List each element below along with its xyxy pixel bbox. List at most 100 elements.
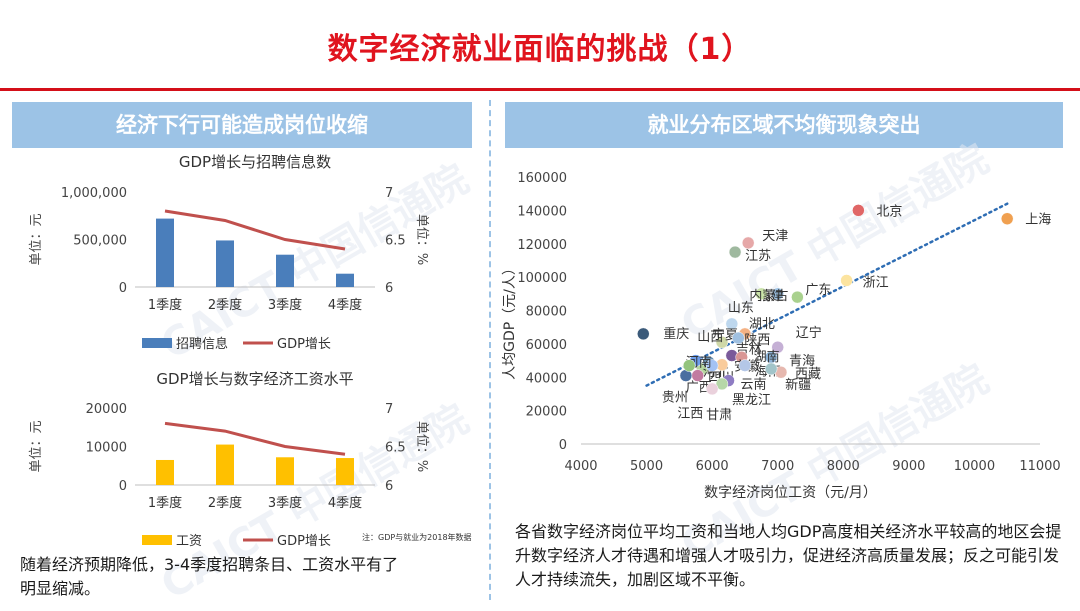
y-tick-label: 0 bbox=[119, 281, 127, 296]
x-tick-label: 10000 bbox=[954, 459, 995, 474]
bar bbox=[336, 273, 354, 287]
bar bbox=[216, 444, 234, 485]
x-tick-label: 5000 bbox=[630, 459, 663, 474]
x-tick-label: 4季度 bbox=[328, 495, 362, 511]
scatter-point bbox=[791, 290, 804, 304]
point-label: 广东 bbox=[805, 283, 831, 298]
legend-label: 招聘信息 bbox=[176, 336, 228, 352]
y-tick-label: 140000 bbox=[517, 204, 567, 219]
bar bbox=[336, 458, 354, 485]
bar bbox=[276, 457, 294, 485]
point-label: 西藏 bbox=[795, 367, 821, 382]
y-tick-label: 60000 bbox=[526, 338, 567, 353]
x-tick-label: 8000 bbox=[827, 459, 860, 474]
point-label: 青海 bbox=[789, 354, 815, 369]
x-axis-label: 数字经济岗位工资（元/月） bbox=[704, 485, 877, 501]
y-axis-label: 人均GDP（元/人） bbox=[502, 261, 518, 380]
chart-gdp-vs-recruitment: GDP增长与招聘信息数 0 500,000 1,000,000 6 6.5 7 单位：元 单位：… bbox=[29, 153, 429, 352]
scatter-point bbox=[732, 331, 745, 345]
chart-wage-vs-gdp-scatter: 0 20000 40000 60000 80000 100000 120000 140000 1… bbox=[502, 171, 1061, 501]
panel-divider bbox=[489, 100, 491, 600]
x-tick-label: 11000 bbox=[1019, 459, 1060, 474]
y2-tick-label: 6 bbox=[385, 479, 393, 494]
x-tick-label: 3季度 bbox=[268, 297, 302, 313]
y2-axis-label: 单位：% bbox=[414, 214, 429, 265]
legend-label: GDP增长 bbox=[277, 337, 331, 352]
x-tick-label: 9000 bbox=[892, 459, 925, 474]
scatter-point bbox=[840, 274, 853, 287]
y-tick-label: 80000 bbox=[526, 305, 567, 320]
y-tick-label: 500,000 bbox=[73, 234, 127, 249]
scatter-point bbox=[715, 377, 729, 391]
x-tick-label: 6000 bbox=[696, 459, 729, 474]
bar bbox=[276, 254, 294, 287]
scatter-point bbox=[705, 359, 719, 372]
point-label: 湖北 bbox=[749, 317, 775, 332]
left-banner: 经济下行可能造成岗位收缩 bbox=[12, 102, 472, 148]
scatter-point bbox=[725, 317, 739, 331]
x-tick-label: 1季度 bbox=[148, 297, 182, 313]
point-label: 北京 bbox=[876, 204, 902, 219]
point-label: 内蒙古 bbox=[749, 288, 788, 304]
left-caption: 随着经济预期降低，3-4季度招聘条目、工资水平有了明显缩减。 bbox=[20, 555, 399, 598]
scatter-point bbox=[738, 359, 752, 372]
chart-title: GDP增长与招聘信息数 bbox=[179, 153, 331, 171]
point-label: 山西 bbox=[697, 330, 723, 345]
point-label: 重庆 bbox=[663, 326, 689, 342]
point-label: 湖南 bbox=[754, 349, 780, 365]
point-label: 甘肃 bbox=[706, 408, 732, 423]
scatter-point bbox=[715, 335, 729, 349]
x-tick-label: 1季度 bbox=[148, 495, 182, 511]
x-tick-label: 4000 bbox=[564, 459, 597, 474]
scatter-point bbox=[637, 327, 650, 341]
scatter-point bbox=[755, 287, 768, 301]
x-tick-label: 2季度 bbox=[208, 495, 242, 511]
y-axis-label: 单位：元 bbox=[29, 213, 44, 265]
trend-line bbox=[645, 202, 1009, 387]
y-tick-label: 160000 bbox=[517, 171, 567, 186]
x-tick-label: 2季度 bbox=[208, 297, 242, 313]
point-label: 广西 bbox=[686, 381, 712, 396]
scatter-point bbox=[852, 204, 865, 217]
y-tick-label: 10000 bbox=[86, 441, 127, 456]
right-banner: 就业分布区域不均衡现象突出 bbox=[505, 102, 1063, 148]
point-label: 陕西 bbox=[744, 333, 770, 348]
y2-tick-label: 6.5 bbox=[385, 441, 406, 456]
point-label: 辽宁 bbox=[796, 325, 822, 341]
footnote: 注：GDP与就业为2018年数据 bbox=[362, 532, 472, 542]
bar bbox=[156, 459, 174, 485]
chart-gdp-vs-wage: GDP增长与数字经济工资水平 0 10000 20000 6 6.5 7 单位：元 单位：% 1季… bbox=[29, 370, 472, 549]
point-label: 新疆 bbox=[785, 377, 811, 393]
scatter-point bbox=[705, 382, 719, 396]
y-axis-label: 单位：元 bbox=[29, 420, 44, 472]
legend-label: GDP增长 bbox=[277, 534, 331, 549]
y2-tick-label: 7 bbox=[385, 186, 393, 201]
y2-tick-label: 6.5 bbox=[385, 234, 406, 249]
y2-tick-label: 6 bbox=[385, 281, 393, 296]
y2-axis-label: 单位：% bbox=[414, 421, 429, 472]
point-label: 贵州 bbox=[662, 391, 688, 406]
scatter-point bbox=[764, 362, 778, 376]
legend-swatch-bar bbox=[142, 535, 172, 545]
scatter-point bbox=[728, 245, 742, 259]
scatter-point bbox=[771, 287, 784, 301]
y-tick-label: 40000 bbox=[526, 371, 567, 386]
chart-title: GDP增长与数字经济工资水平 bbox=[156, 370, 353, 388]
scatter-point bbox=[682, 359, 696, 372]
point-label: 江西 bbox=[677, 407, 703, 422]
point-label: 浙江 bbox=[863, 275, 889, 290]
y2-tick-label: 7 bbox=[385, 402, 393, 417]
legend-label: 工资 bbox=[176, 534, 202, 549]
y-tick-label: 120000 bbox=[517, 238, 567, 253]
point-label: 云南 bbox=[741, 377, 767, 393]
right-caption: 各省数字经济岗位平均工资和当地人均GDP高度相关经济水平较高的地区会提升数字经济… bbox=[515, 522, 1062, 589]
point-label: 宁夏 bbox=[712, 327, 738, 343]
x-tick-label: 3季度 bbox=[268, 495, 302, 511]
y-tick-label: 20000 bbox=[86, 402, 127, 417]
scatter-point bbox=[741, 236, 755, 250]
slide-title: 数字经济就业面临的挑战（1） bbox=[327, 32, 753, 67]
gdp-growth-line bbox=[164, 209, 346, 251]
y-tick-label: 1,000,000 bbox=[61, 186, 127, 201]
point-label: 天津 bbox=[762, 229, 788, 244]
scatter-point bbox=[771, 340, 784, 354]
